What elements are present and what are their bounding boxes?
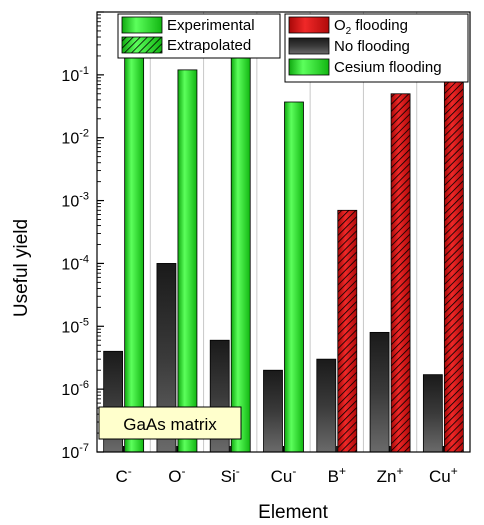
annotation-text: GaAs matrix — [123, 415, 217, 434]
legend-swatch-0 — [288, 16, 330, 34]
x-axis-title: Element — [258, 502, 328, 523]
x-axis: C- O- Si- Cu- B+ Zn+ Cu+ — [116, 446, 458, 486]
bars — [103, 55, 464, 453]
x-tick-label: O- — [168, 464, 185, 486]
bar-no-flooding-cu-plus — [422, 374, 443, 453]
y-axis-title: Useful yield — [11, 219, 32, 317]
y-tick-label: 10-5 — [61, 316, 89, 336]
bar-cesium-flooding-o-minus — [177, 69, 198, 453]
y-axis: 10-7 10-6 10-5 10-4 10-3 10-2 10-1 — [61, 11, 104, 462]
x-tick-label: C- — [116, 464, 132, 486]
y-tick-label: 10-7 — [61, 442, 89, 462]
legend-swatch-1 — [288, 37, 330, 55]
y-tick-label: 10-2 — [61, 128, 89, 148]
bar-no-flooding-b-plus — [316, 358, 337, 453]
legend-swatch-hatch — [122, 37, 162, 53]
legend-label-1: No flooding — [334, 38, 410, 55]
x-tick-label: Cu- — [271, 464, 297, 486]
x-tick-label: B+ — [328, 464, 346, 486]
bar-no-flooding-cu-minus — [263, 369, 283, 453]
legend-label-2: Cesium flooding — [334, 59, 442, 76]
matrix-annotation: GaAs matrix — [98, 406, 242, 440]
bar-hatch-overlay-cu-plus — [444, 74, 464, 452]
legend-swatch-2 — [288, 58, 330, 76]
bar-no-flooding-zn-plus — [369, 331, 390, 453]
x-tick-label: Zn+ — [377, 464, 404, 486]
y-tick-label: 10-1 — [61, 65, 89, 85]
bar-cesium-flooding-si-minus — [230, 55, 251, 453]
bar-cesium-flooding-cu-minus — [284, 101, 304, 453]
bar-hatch-overlay-zn-plus — [391, 93, 411, 453]
legend-label-experimental: Experimental — [167, 17, 255, 34]
bar-hatch-overlay-b-plus — [337, 210, 357, 452]
x-tick-label: Cu+ — [429, 464, 458, 486]
legend-experimental-extrapolated: Experimental Extrapolated — [117, 13, 281, 59]
annotation-box — [98, 406, 242, 440]
y-tick-label: 10-3 — [61, 191, 89, 211]
y-tick-label: 10-4 — [61, 253, 89, 273]
bar-cesium-flooding-c-minus — [124, 55, 145, 453]
grid-lines — [149, 12, 418, 452]
legend-label-extrapolated: Extrapolated — [167, 37, 251, 54]
x-tick-label: Si- — [221, 464, 240, 486]
legend-label-0: O2 flooding — [334, 17, 408, 37]
y-tick-label: 10-6 — [61, 379, 89, 399]
legend-swatch-experimental — [121, 16, 163, 34]
